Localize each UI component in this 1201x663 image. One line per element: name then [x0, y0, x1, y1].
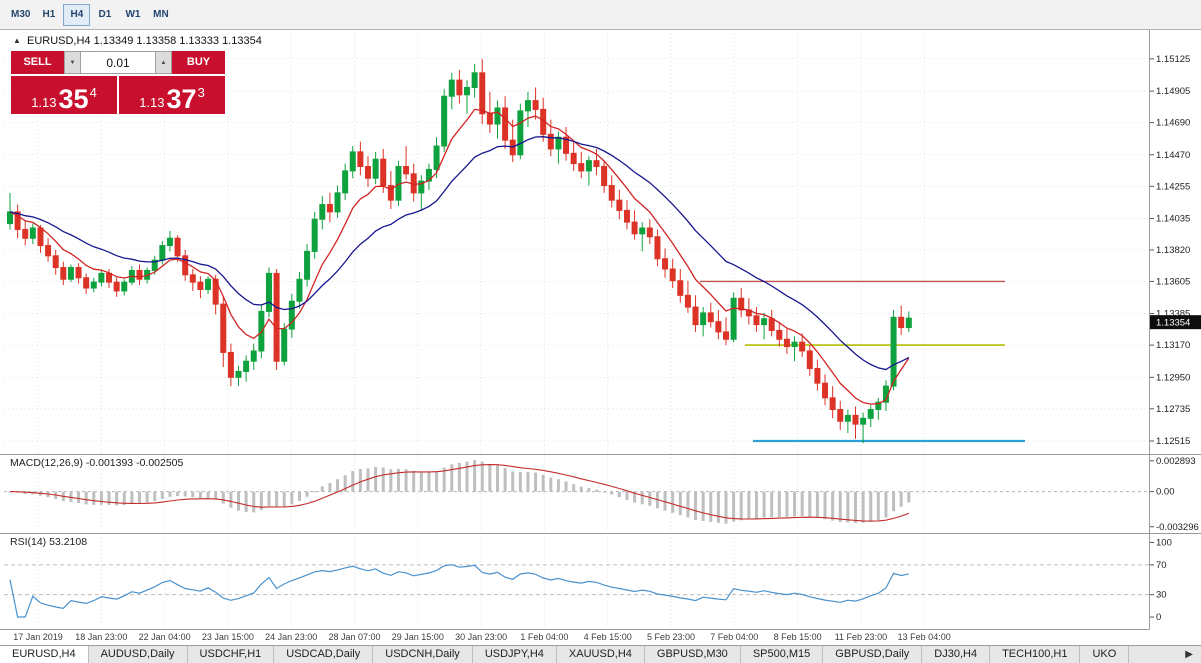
chart-tab-gbpusd-m30[interactable]: GBPUSD,M30 — [644, 646, 741, 663]
ask-price-button[interactable]: 1.13 37 3 — [119, 76, 225, 114]
time-axis-label: 23 Jan 15:00 — [201, 632, 254, 642]
moving-averages — [9, 108, 910, 405]
volume-input[interactable] — [81, 51, 155, 74]
sell-button[interactable]: SELL — [11, 51, 64, 74]
svg-text:100: 100 — [1156, 537, 1172, 548]
macd-panel — [4, 460, 1149, 524]
time-axis-label: 5 Feb 23:00 — [646, 632, 696, 642]
svg-text:1.13605: 1.13605 — [1156, 276, 1190, 287]
time-axis-label: 8 Feb 15:00 — [773, 632, 822, 642]
timeframe-button-d1[interactable]: D1 — [98, 8, 112, 20]
volume-decrease-button[interactable]: ▼ — [64, 51, 81, 74]
timeframe-button-h1[interactable]: H1 — [42, 8, 56, 20]
tab-scroll-right-icon[interactable]: ▶ — [1180, 646, 1198, 663]
timeframe-button-h4[interactable]: H4 — [63, 3, 91, 26]
one-click-trade-panel: SELL ▼ ▲ BUY 1.13 35 4 1.13 37 3 — [11, 51, 225, 114]
timeframe-toolbar: M30 H1 H4 D1 W1 MN — [0, 0, 1201, 30]
svg-text:0.002893: 0.002893 — [1156, 456, 1196, 467]
time-axis-label: 24 Jan 23:00 — [265, 632, 318, 642]
svg-text:1.14690: 1.14690 — [1156, 118, 1190, 129]
time-axis-label: 17 Jan 2019 — [13, 632, 63, 642]
candles — [7, 58, 912, 444]
time-axis-label: 4 Feb 15:00 — [583, 632, 632, 642]
svg-text:1.14905: 1.14905 — [1156, 86, 1190, 97]
time-axis-label: 28 Jan 07:00 — [328, 632, 381, 642]
time-axis: 17 Jan 2019 18 Jan 23:00 22 Jan 04:00 23 Ja… — [0, 630, 1149, 645]
svg-text:1.14255: 1.14255 — [1156, 181, 1190, 192]
symbol-marker-icon: ▲ — [13, 36, 21, 45]
macd-scale: 0.002893 0.00 -0.003296 — [1150, 456, 1199, 533]
chart-tab-usdcad-daily[interactable]: USDCAD,Daily — [274, 646, 374, 663]
svg-text:1.14470: 1.14470 — [1156, 150, 1190, 161]
bid-big-digits: 35 — [58, 84, 89, 115]
rsi-label: RSI(14) 53.2108 — [10, 536, 88, 548]
chart-symbol-title: ▲ EURUSD,H4 1.13349 1.13358 1.13333 1.13… — [13, 35, 262, 47]
chart-tab-bar: EURUSD,H4 AUDUSD,Daily USDCHF,H1 USDCAD,Dai… — [0, 645, 1201, 663]
time-axis-label: 11 Feb 23:00 — [834, 632, 888, 642]
time-axis-label: 7 Feb 04:00 — [710, 632, 759, 642]
ma-fast-line — [9, 108, 910, 405]
current-price-badge: 1.13354 — [1150, 315, 1201, 330]
svg-text:0: 0 — [1156, 612, 1161, 623]
svg-text:1.15125: 1.15125 — [1156, 54, 1190, 65]
svg-text:1.12515: 1.12515 — [1156, 436, 1190, 447]
price-scale: 1.15125 1.14905 1.14690 1.14470 1.14255 1.140… — [1150, 54, 1190, 447]
svg-text:1.14035: 1.14035 — [1156, 213, 1190, 224]
chart-grid — [4, 33, 1149, 626]
rsi-panel — [4, 563, 1149, 618]
volume-increase-button[interactable]: ▲ — [155, 51, 172, 74]
bid-sup-digit: 4 — [89, 85, 97, 100]
chart-tab-uko[interactable]: UKO — [1080, 646, 1130, 663]
chart-tab-tech100-h1[interactable]: TECH100,H1 — [990, 646, 1081, 663]
chart-tab-dj30-h4[interactable]: DJ30,H4 — [922, 646, 991, 663]
time-axis-label: 30 Jan 23:00 — [455, 632, 508, 642]
chevron-up-icon: ▲ — [160, 59, 167, 66]
time-axis-label: 29 Jan 15:00 — [391, 632, 444, 642]
svg-text:1.13170: 1.13170 — [1156, 340, 1190, 351]
ma-slow-line — [9, 136, 910, 371]
svg-text:1.13354: 1.13354 — [1156, 318, 1190, 329]
timeframe-button-w1[interactable]: W1 — [125, 8, 141, 20]
buy-button[interactable]: BUY — [172, 51, 225, 74]
macd-label: MACD(12,26,9) -0.001393 -0.002505 — [10, 457, 184, 469]
timeframe-button-m30[interactable]: M30 — [11, 8, 31, 20]
ask-sup-digit: 3 — [197, 85, 205, 100]
chart-tab-usdjpy-h4[interactable]: USDJPY,H4 — [472, 646, 557, 663]
svg-text:-0.003296: -0.003296 — [1156, 522, 1199, 533]
svg-text:70: 70 — [1156, 560, 1167, 571]
chart-tab-usdcnh-daily[interactable]: USDCNH,Daily — [373, 646, 473, 663]
chart-tab-audusd-daily[interactable]: AUDUSD,Daily — [88, 646, 188, 663]
time-axis-label: 22 Jan 04:00 — [138, 632, 191, 642]
chart-tab-sp500-m15[interactable]: SP500,M15 — [740, 646, 824, 663]
time-axis-label: 13 Feb 04:00 — [897, 632, 951, 642]
svg-text:1.12735: 1.12735 — [1156, 404, 1190, 415]
bid-prefix: 1.13 — [31, 95, 57, 110]
svg-text:1.13820: 1.13820 — [1156, 245, 1190, 256]
svg-text:1.13385: 1.13385 — [1156, 309, 1190, 320]
time-axis-label: 1 Feb 04:00 — [520, 632, 569, 642]
ask-prefix: 1.13 — [139, 95, 165, 110]
trade-controls-row: SELL ▼ ▲ BUY — [11, 51, 225, 74]
chart-tab-xauusd-h4[interactable]: XAUUSD,H4 — [556, 646, 645, 663]
chart-tab-eurusd-h4[interactable]: EURUSD,H4 — [0, 646, 89, 663]
time-axis-label: 18 Jan 23:00 — [75, 632, 128, 642]
rsi-scale: 100 70 30 0 — [1150, 537, 1172, 623]
chart-tab-usdchf-h1[interactable]: USDCHF,H1 — [187, 646, 275, 663]
svg-text:1.12950: 1.12950 — [1156, 372, 1190, 383]
timeframe-button-mn[interactable]: MN — [153, 8, 169, 20]
ohlc-title-text: EURUSD,H4 1.13349 1.13358 1.13333 1.1335… — [26, 35, 262, 47]
bid-price-button[interactable]: 1.13 35 4 — [11, 76, 117, 114]
svg-text:0.00: 0.00 — [1156, 487, 1175, 498]
chart-tab-gbpusd-daily[interactable]: GBPUSD,Daily — [823, 646, 923, 663]
ask-big-digits: 37 — [166, 84, 197, 115]
chevron-down-icon: ▼ — [69, 59, 76, 66]
panel-borders — [0, 30, 1201, 630]
bid-ask-row: 1.13 35 4 1.13 37 3 — [11, 76, 225, 114]
svg-text:30: 30 — [1156, 590, 1167, 601]
